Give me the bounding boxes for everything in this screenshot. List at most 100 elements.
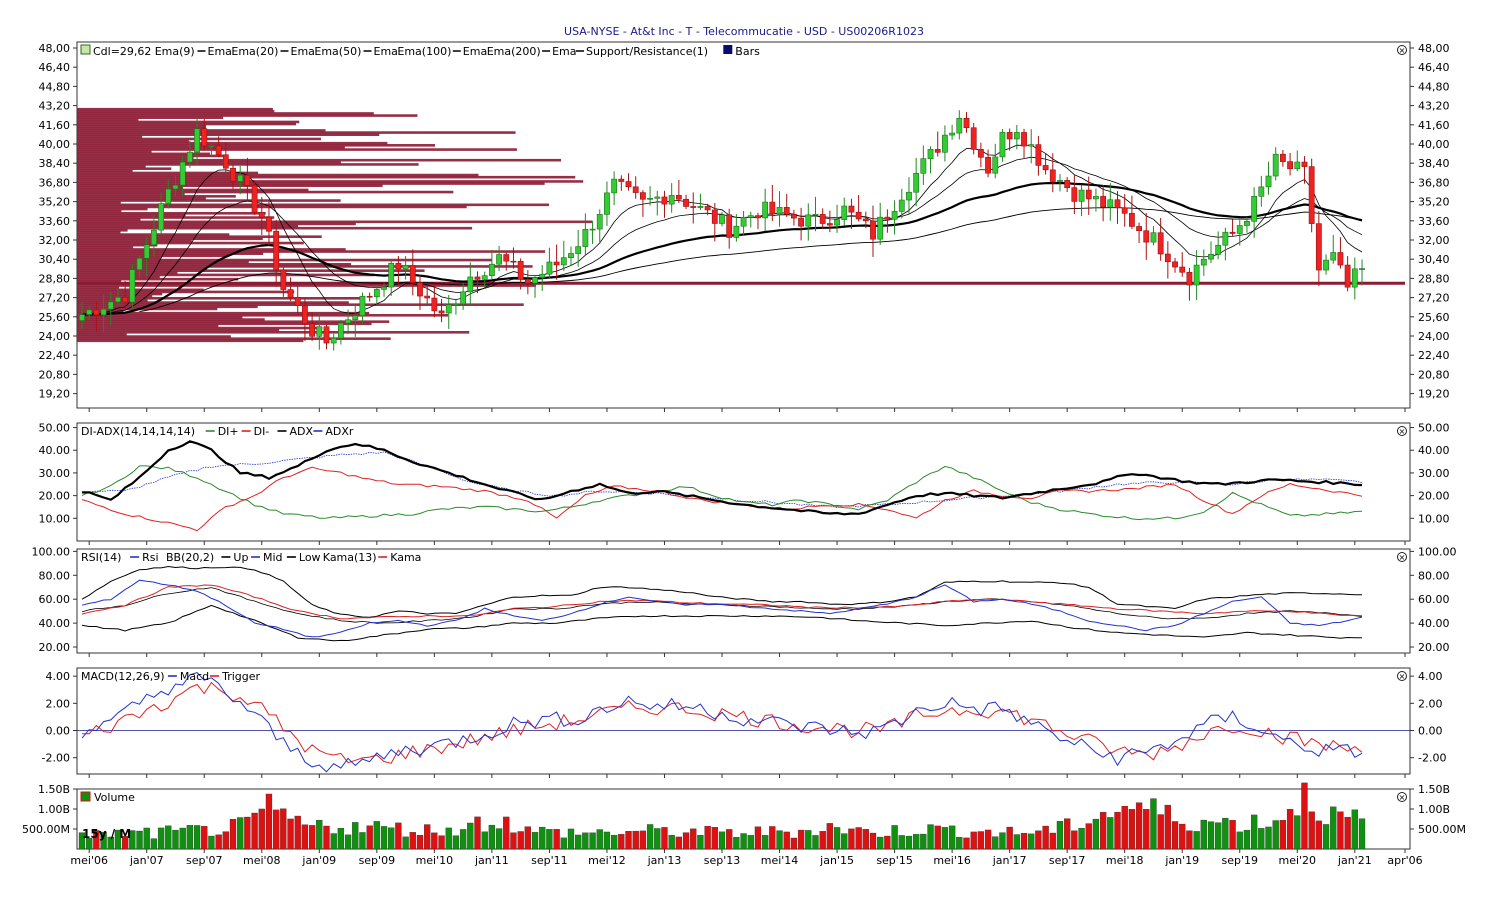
volume-bar (172, 829, 179, 850)
macd-tick-label-right: 0.00 (1418, 725, 1443, 738)
macd-close-button[interactable]: × (1397, 671, 1407, 682)
price-tick-label-right: 35,20 (1418, 196, 1450, 209)
candle-body (711, 209, 718, 224)
candle-body (884, 216, 891, 220)
volume-bar (1207, 821, 1215, 850)
candle-body (388, 263, 395, 288)
x-tick-label: mei'10 (416, 854, 454, 867)
volume-close-button[interactable]: × (1397, 792, 1407, 803)
x-tick-label: apr'06 (1387, 854, 1422, 867)
price-legend-item: Ema(100) (397, 45, 451, 58)
candle-body (122, 296, 129, 303)
sr-bar (77, 175, 576, 179)
macd-tick-label-left: 0.00 (46, 725, 71, 738)
dmi-legend-item: DI+ (218, 425, 239, 438)
candle-body (273, 230, 280, 271)
sr-bar (77, 209, 122, 213)
sr-bar (77, 328, 280, 332)
volume-bar (323, 825, 330, 850)
price-legend-item: Ema(50) (314, 45, 361, 58)
sr-bar (77, 118, 139, 122)
sr-bar (77, 144, 436, 147)
volume-bar (977, 831, 985, 850)
volume-bar (445, 827, 452, 850)
rsi-close-button[interactable]: × (1397, 552, 1407, 563)
candle-body (726, 214, 733, 238)
volume-bar (1035, 830, 1042, 850)
price-close-button[interactable]: × (1397, 45, 1407, 56)
volume-bar (992, 836, 999, 850)
price-tick-label-left: 27,20 (39, 292, 71, 305)
volume-bar (1078, 827, 1085, 850)
x-tick-label: sep'07 (186, 854, 223, 867)
candle-body (1258, 186, 1265, 197)
candle-body (812, 214, 819, 216)
dmi-close-button[interactable]: × (1397, 426, 1407, 437)
candle-body (1021, 132, 1027, 147)
volume-bar (862, 829, 869, 850)
volume-bar (1013, 834, 1020, 850)
volume-bar (1229, 820, 1236, 850)
macd-tick-label-right: 2.00 (1418, 697, 1443, 710)
volume-bar (1006, 826, 1013, 850)
macd-line (81, 672, 1363, 773)
price-tick-label-right: 27,20 (1418, 292, 1450, 305)
sr-bar (77, 224, 299, 228)
volume-bar (301, 824, 309, 850)
volume-bar (704, 825, 711, 850)
price-tick-label-right: 33,60 (1418, 215, 1450, 228)
volume-bar (1020, 832, 1028, 850)
candle-body (1085, 189, 1092, 200)
macd-tick-label-right: 4.00 (1418, 670, 1443, 683)
volume-bar (841, 833, 848, 850)
dmi-tick-label-left: 40.00 (39, 444, 71, 457)
candle-body (1315, 223, 1322, 271)
volume-bar (682, 832, 690, 850)
volume-bar (625, 831, 632, 850)
sr-bar (77, 139, 189, 143)
sr-bar (77, 178, 247, 181)
candle-body (208, 145, 215, 148)
candle-body (977, 149, 984, 158)
candle-body (675, 195, 682, 200)
volume-bar (78, 832, 86, 850)
price-tick-label-right: 25,60 (1418, 311, 1450, 324)
candle-body (86, 309, 93, 315)
volume-bar (402, 836, 409, 850)
volume-bar (165, 825, 172, 850)
dmi-tick-label-right: 30.00 (1418, 467, 1450, 480)
sr-bar (77, 203, 549, 207)
macd-tick-label-left: -2.00 (42, 752, 70, 765)
volume-bar (970, 831, 977, 850)
volume-bar (1358, 818, 1366, 850)
volume-bar (1286, 808, 1294, 850)
sr-bar (77, 243, 158, 247)
candle-body (1337, 252, 1344, 266)
x-tick-label: mei'14 (761, 854, 799, 867)
candle-body (323, 326, 330, 344)
sr-bar (77, 299, 148, 302)
rsi-legend-item: Mid (263, 551, 283, 564)
sr-bar (77, 265, 533, 268)
volume-tick-label-right: 1.50B (1418, 783, 1450, 796)
sr-bar (77, 231, 121, 234)
volume-bar (503, 816, 510, 850)
sr-bar (77, 165, 146, 168)
sr-bar (77, 322, 372, 326)
volume-tick-label-right: 1.00B (1418, 803, 1450, 816)
sr-bar (77, 197, 206, 200)
x-tick-label: jan'11 (474, 854, 509, 867)
sr-bar (77, 131, 516, 134)
candle-body (1042, 165, 1049, 171)
price-tick-label-right: 40,00 (1418, 138, 1450, 151)
sr-bar (77, 171, 259, 175)
candle-body (568, 253, 574, 258)
candle-body (1359, 268, 1365, 270)
volume-bar (474, 816, 481, 850)
volume-bar (114, 829, 122, 850)
rsi-tick-label-left: 20.00 (39, 641, 71, 654)
sr-bar (77, 273, 374, 277)
candle-body (1208, 254, 1214, 260)
price-legend-item: Support/Resistance(1) (586, 45, 708, 58)
candle-body (330, 337, 337, 344)
